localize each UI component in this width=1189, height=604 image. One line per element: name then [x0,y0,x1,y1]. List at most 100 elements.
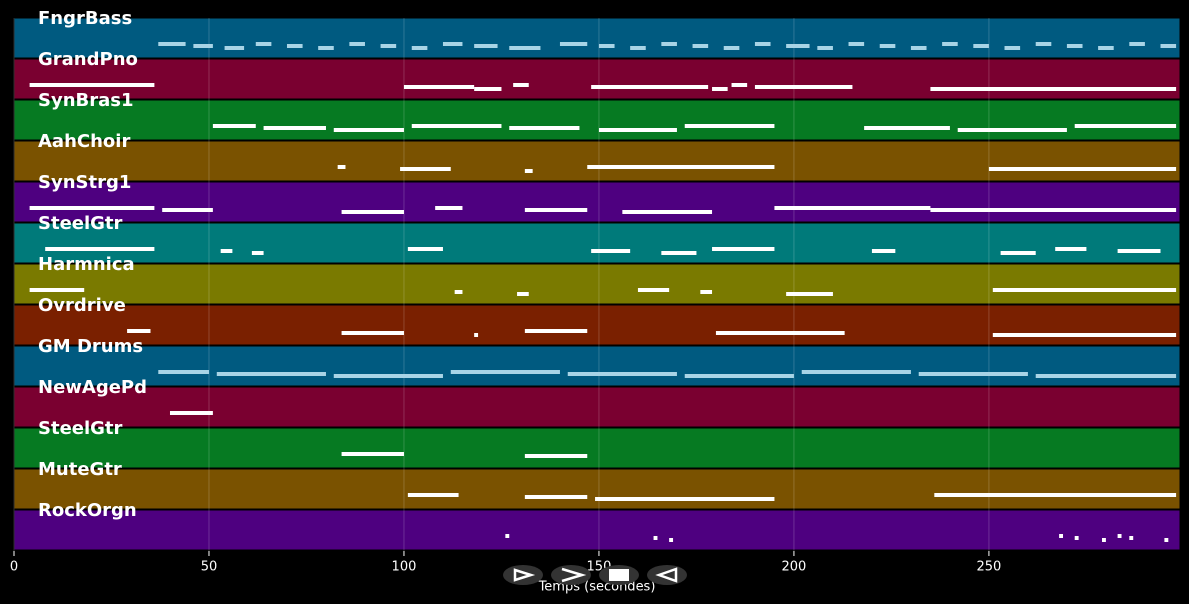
note [879,44,896,48]
track-label: Ovrdrive [38,295,126,316]
note [349,42,365,46]
rewind-button[interactable] [647,565,687,585]
track-label: RockOrgn [38,500,137,521]
note [754,85,853,89]
note [524,329,588,333]
note [630,46,646,50]
note [918,372,1028,376]
note [992,288,1177,292]
note [684,374,794,378]
track-label: GrandPno [38,49,138,70]
note [817,46,833,50]
note [333,128,404,132]
note [801,370,911,374]
x-tick-label: 0 [10,560,18,575]
note [505,534,510,538]
note [786,44,810,48]
note [595,497,775,501]
note [715,331,845,335]
track-label: SteelGtr [38,418,123,439]
note [700,290,713,294]
note [407,247,443,251]
note [474,333,479,337]
note [380,44,397,48]
note [1117,249,1161,253]
note [193,44,213,48]
note [403,85,475,89]
playback-controls [503,565,687,585]
note [864,126,950,130]
note [587,165,775,169]
note [255,42,272,46]
note [220,249,233,253]
note [513,83,529,87]
track-label: SynStrg1 [38,172,131,193]
note [1074,536,1079,540]
x-tick-label: 100 [392,560,417,575]
note [992,333,1177,337]
note [524,495,588,499]
note [517,292,529,296]
note [251,251,264,255]
track-label: NewAgePd [38,377,147,398]
note [934,493,1177,497]
track-label: SynBras1 [38,90,134,111]
note [524,454,588,458]
note [158,42,186,46]
track-row [13,263,1181,305]
note [559,42,588,46]
note [661,42,677,46]
note [661,251,697,255]
note [524,169,533,173]
x-tick-label: 50 [201,560,218,575]
note [754,42,771,46]
note [1129,42,1145,46]
note [731,83,748,87]
note [29,288,85,292]
note [567,372,677,376]
note [774,206,931,210]
x-tick-label: 200 [782,560,807,575]
note [474,44,498,48]
note [622,210,713,214]
forward-button[interactable] [551,565,591,585]
x-tick-label: 250 [977,560,1002,575]
note [910,46,927,50]
track-row [13,58,1181,100]
track-row [13,509,1181,551]
note [29,83,155,87]
track-label: MuteGtr [38,459,122,480]
note [45,247,155,251]
note [1102,538,1106,542]
x-axis-label: Temps (secondes) [538,580,656,595]
track-row [13,99,1181,141]
play-button[interactable] [503,565,543,585]
track-label: AahChoir [38,131,130,152]
note [712,87,728,91]
note [333,374,443,378]
track-row [13,140,1181,182]
note [1035,374,1177,378]
note [637,288,670,292]
note [509,126,580,130]
note [509,46,541,50]
track-row [13,17,1181,59]
note [1160,44,1177,48]
note [942,42,958,46]
note [169,411,213,415]
note [930,208,1177,212]
note [957,128,1067,132]
note [1117,534,1122,538]
stop-button[interactable] [599,565,639,585]
note [341,210,404,214]
note [212,124,256,128]
note [162,208,213,212]
note [224,46,245,50]
note [786,292,833,296]
note [591,85,709,89]
note [692,44,709,48]
note [848,42,865,46]
note [318,46,334,50]
